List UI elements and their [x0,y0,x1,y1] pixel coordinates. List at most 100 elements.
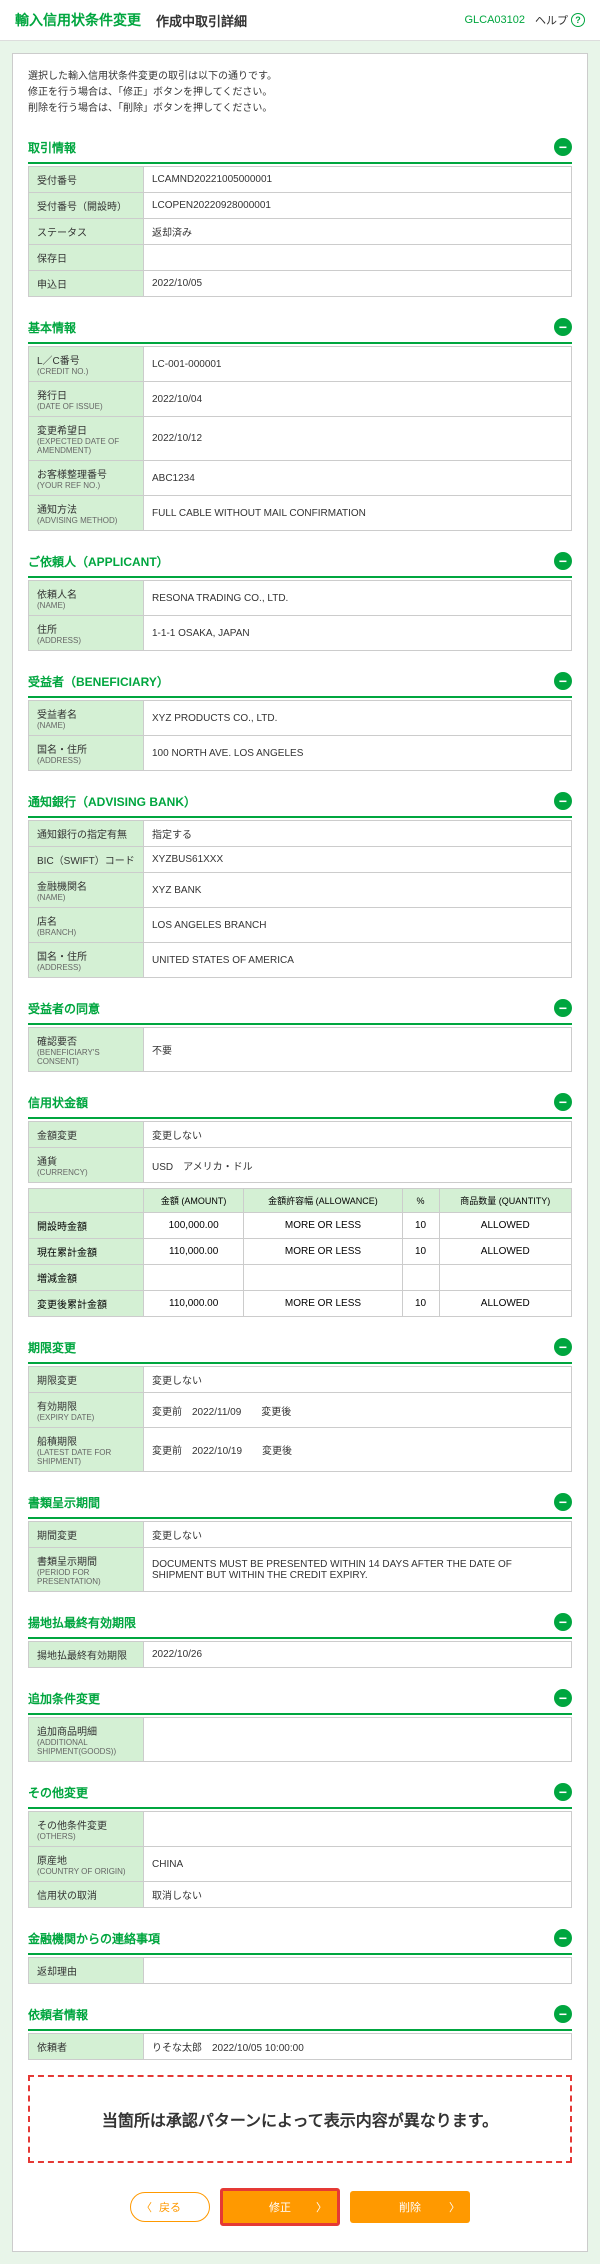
table-row: 揚地払最終有効期限2022/10/26 [29,1642,572,1668]
section-transaction: 取引情報 − 受付番号LCAMND20221005000001受付番号（開設時）LC… [28,132,572,297]
collapse-icon[interactable]: − [554,672,572,690]
collapse-icon[interactable]: − [554,2005,572,2023]
label-cell: 依頼人名(NAME) [29,581,144,616]
collapse-icon[interactable]: − [554,1338,572,1356]
table-row: 発行日(DATE OF ISSUE)2022/10/04 [29,382,572,417]
delete-button[interactable]: 削除〉 [350,2191,470,2223]
label-cell: 金額変更 [29,1122,144,1148]
amount-row-label: 変更後累計金額 [29,1291,144,1317]
amount-row-label: 増減金額 [29,1265,144,1291]
data-table: 確認要否(BENEFICIARY'S CONSENT)不要 [28,1027,572,1072]
label-cell: ステータス [29,219,144,245]
data-table: 期限変更変更しない有効期限(EXPIRY DATE)変更前 2022/11/09… [28,1366,572,1472]
data-table: 返却理由 [28,1957,572,1984]
value-cell: 不要 [144,1028,572,1072]
amount-header: 商品数量 (QUANTITY) [439,1189,572,1213]
table-row: 住所(ADDRESS)1-1-1 OSAKA, JAPAN [29,616,572,651]
value-cell: DOCUMENTS MUST BE PRESENTED WITHIN 14 DA… [144,1548,572,1592]
data-table: 受益者名(NAME)XYZ PRODUCTS CO., LTD.国名・住所(AD… [28,700,572,771]
section-title: 取引情報 [28,139,76,156]
amount-row: 増減金額 [29,1265,572,1291]
table-row: 金額変更変更しない [29,1122,572,1148]
collapse-icon[interactable]: − [554,1783,572,1801]
collapse-icon[interactable]: − [554,138,572,156]
value-cell [144,245,572,271]
section-title: 期限変更 [28,1339,76,1356]
collapse-icon[interactable]: − [554,999,572,1017]
data-table: 金額変更変更しない通貨(CURRENCY)USD アメリカ・ドル [28,1121,572,1183]
main-container: 選択した輸入信用状条件変更の取引は以下の通りです。 修正を行う場合は、「修正」ボ… [12,53,588,2252]
table-row: 通知方法(ADVISING METHOD)FULL CABLE WITHOUT … [29,496,572,531]
data-table: 期間変更変更しない書類呈示期間(PERIOD FOR PRESENTATION)… [28,1521,572,1592]
screen-code: GLCA03102 [464,14,525,26]
value-cell: RESONA TRADING CO., LTD. [144,581,572,616]
back-button[interactable]: 〈戻る [130,2192,210,2222]
label-cell: 発行日(DATE OF ISSUE) [29,382,144,417]
collapse-icon[interactable]: − [554,1093,572,1111]
value-cell: 2022/10/04 [144,382,572,417]
label-cell: 受付番号（開設時） [29,193,144,219]
edit-button[interactable]: 修正〉 [220,2188,340,2226]
value-cell: LOS ANGELES BRANCH [144,908,572,943]
amount-header: % [402,1189,439,1213]
section-title: 受益者（BENEFICIARY） [28,673,169,690]
table-row: 期限変更変更しない [29,1367,572,1393]
table-row: 原産地(COUNTRY OF ORIGIN)CHINA [29,1847,572,1882]
section-title: 依頼者情報 [28,2006,88,2023]
table-row: その他条件変更(OTHERS) [29,1812,572,1847]
table-row: 船積期限(LATEST DATE FOR SHIPMENT)変更前 2022/1… [29,1428,572,1472]
amount-row-label: 現在累計金額 [29,1239,144,1265]
section-title: 揚地払最終有効期限 [28,1614,136,1631]
table-row: 有効期限(EXPIRY DATE)変更前 2022/11/09 変更後 [29,1393,572,1428]
section-usance: 揚地払最終有効期限 − 揚地払最終有効期限2022/10/26 [28,1607,572,1668]
value-cell [144,1812,572,1847]
chevron-right-icon: 〉 [449,2199,460,2215]
label-cell: 原産地(COUNTRY OF ORIGIN) [29,1847,144,1882]
label-cell: 申込日 [29,271,144,297]
label-cell: 金融機関名(NAME) [29,873,144,908]
amount-header: 金額 (AMOUNT) [144,1189,244,1213]
collapse-icon[interactable]: − [554,552,572,570]
value-cell: 1-1-1 OSAKA, JAPAN [144,616,572,651]
label-cell: 返却理由 [29,1958,144,1984]
section-other: その他変更−その他条件変更(OTHERS)原産地(COUNTRY OF ORIG… [28,1777,572,1908]
section-additional: 追加条件変更−追加商品明細(ADDITIONAL SHIPMENT(GOODS)… [28,1683,572,1762]
label-cell: 保存日 [29,245,144,271]
value-cell: 2022/10/12 [144,417,572,461]
section-title: 受益者の同意 [28,1000,100,1017]
table-row: ステータス返却済み [29,219,572,245]
collapse-icon[interactable]: − [554,792,572,810]
label-cell: 信用状の取消 [29,1882,144,1908]
table-row: 依頼者りそな太郎 2022/10/05 10:00:00 [29,2034,572,2060]
table-row: 変更希望日(EXPECTED DATE OF AMENDMENT)2022/10… [29,417,572,461]
help-link[interactable]: ヘルプ ? [535,12,585,28]
label-cell: 国名・住所(ADDRESS) [29,943,144,978]
label-cell: 依頼者 [29,2034,144,2060]
value-cell: 変更前 2022/11/09 変更後 [144,1393,572,1428]
label-cell: お客様整理番号(YOUR REF NO.) [29,461,144,496]
value-cell: LCOPEN20220928000001 [144,193,572,219]
data-table: 追加商品明細(ADDITIONAL SHIPMENT(GOODS)) [28,1717,572,1762]
data-table: 受付番号LCAMND20221005000001受付番号（開設時）LCOPEN2… [28,166,572,297]
page-header: 輸入信用状条件変更 作成中取引詳細 GLCA03102 ヘルプ ? [0,0,600,41]
collapse-icon[interactable]: − [554,1689,572,1707]
value-cell: 取消しない [144,1882,572,1908]
value-cell: LC-001-000001 [144,347,572,382]
section-title: 信用状金額 [28,1094,88,1111]
value-cell: CHINA [144,1847,572,1882]
value-cell [144,1958,572,1984]
table-row: 金融機関名(NAME)XYZ BANK [29,873,572,908]
section-docPeriod: 書類呈示期間−期間変更変更しない書類呈示期間(PERIOD FOR PRESEN… [28,1487,572,1592]
collapse-icon[interactable]: − [554,1493,572,1511]
collapse-icon[interactable]: − [554,318,572,336]
collapse-icon[interactable]: − [554,1613,572,1631]
label-cell: 通貨(CURRENCY) [29,1148,144,1183]
value-cell: 変更しない [144,1367,572,1393]
section-title: 基本情報 [28,319,76,336]
label-cell: 有効期限(EXPIRY DATE) [29,1393,144,1428]
button-row: 〈戻る 修正〉 削除〉 [28,2178,572,2236]
value-cell: XYZBUS61XXX [144,847,572,873]
collapse-icon[interactable]: − [554,1929,572,1947]
label-cell: 住所(ADDRESS) [29,616,144,651]
amount-header: 金額許容幅 (ALLOWANCE) [244,1189,402,1213]
